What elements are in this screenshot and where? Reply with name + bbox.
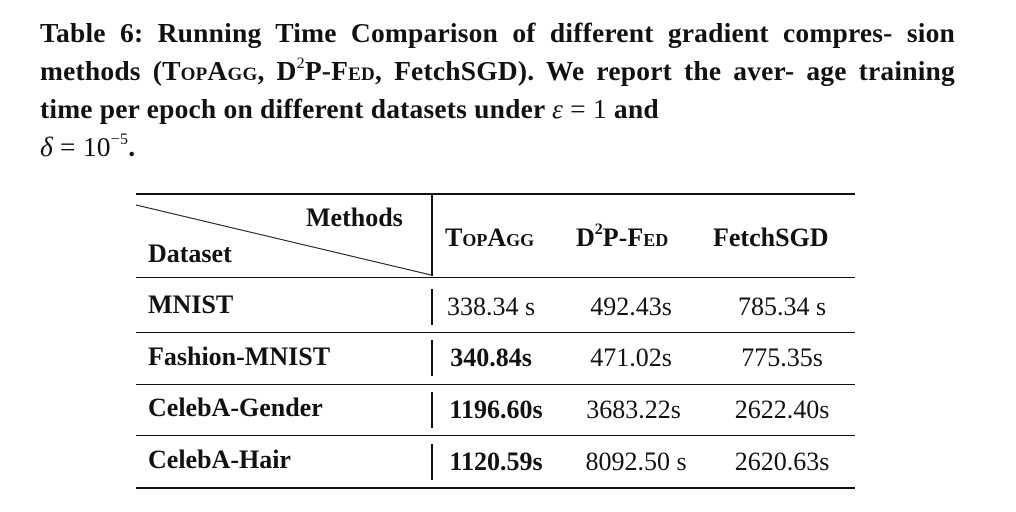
caption-sup: 2 [296, 54, 305, 72]
caption-line1: Running Time Comparison of different gra… [157, 17, 893, 48]
row-mnist-d2pfed: 492.43s [590, 292, 672, 321]
row-celeba-gender-topagg: 1196.60s [449, 395, 543, 424]
header-topagg: TopAgg [445, 223, 535, 252]
corner-diagonal [136, 204, 432, 276]
row-fashion-dataset: Fashion-MNIST [148, 342, 331, 371]
row-mnist-fetchsgd: 785.34 s [737, 292, 827, 321]
row-fashion-d2pfed: 471.02s [590, 343, 672, 372]
row-rule [136, 384, 855, 385]
caption-method-d2pfed-b: Fed [331, 55, 375, 86]
row-mnist-dataset: MNIST [148, 290, 234, 319]
row-celeba-gender-fetchsgd: 2622.40s [734, 395, 830, 424]
caption-label: Table 6: [40, 17, 144, 48]
header-methods: Methods [306, 203, 403, 232]
row-fashion-fetchsgd: 775.35s [741, 343, 823, 372]
row-celeba-hair-d2pfed: 8092.50 s [585, 447, 687, 476]
header-vline [431, 195, 433, 276]
results-table: Methods Dataset TopAgg D2P-Fed FetchSGD … [136, 193, 855, 491]
row-celeba-gender-dataset: CelebA-Gender [148, 393, 323, 422]
row-fashion-topagg: 340.84s [450, 343, 532, 372]
caption-eq1: = 1 [563, 93, 614, 124]
header-dataset: Dataset [148, 239, 232, 268]
row-vline [431, 289, 433, 325]
row-celeba-gender-d2pfed: 3683.22s [586, 395, 681, 424]
top-rule [136, 193, 855, 195]
caption-line2-start: sion methods ( [40, 17, 956, 86]
row-celeba-hair-dataset: CelebA-Hair [148, 445, 291, 474]
caption-method-d2pfed-a: P- [304, 55, 332, 86]
row-vline [431, 392, 433, 428]
row-mnist-topagg: 338.34 s [446, 292, 536, 321]
row-celeba-hair-topagg: 1120.59s [449, 447, 543, 476]
caption-sep2: , FetchSGD). We report the aver- [374, 55, 795, 86]
caption-epsilon: ε [551, 93, 564, 124]
table-caption: Table 6: Running Time Comparison of diff… [40, 14, 955, 166]
caption-line3: age training time per epoch on different… [40, 55, 956, 124]
row-vline [431, 444, 433, 480]
caption-delta: δ [40, 131, 53, 162]
bottom-rule [136, 487, 855, 489]
caption-exponent: −5 [110, 130, 129, 148]
caption-sep1: , D [257, 55, 297, 86]
caption-and: and [613, 93, 659, 124]
header-d2pfed: D2P-Fed [576, 221, 669, 252]
mid-rule [136, 277, 855, 278]
row-rule [136, 332, 855, 333]
row-vline [431, 340, 433, 376]
header-fetchsgd: FetchSGD [713, 223, 829, 252]
row-celeba-hair-fetchsgd: 2620.63s [734, 447, 830, 476]
caption-end: . [128, 131, 136, 162]
caption-method-topagg: TopAgg [162, 55, 258, 86]
caption-eq2: = 10 [52, 131, 111, 162]
row-rule [136, 435, 855, 436]
